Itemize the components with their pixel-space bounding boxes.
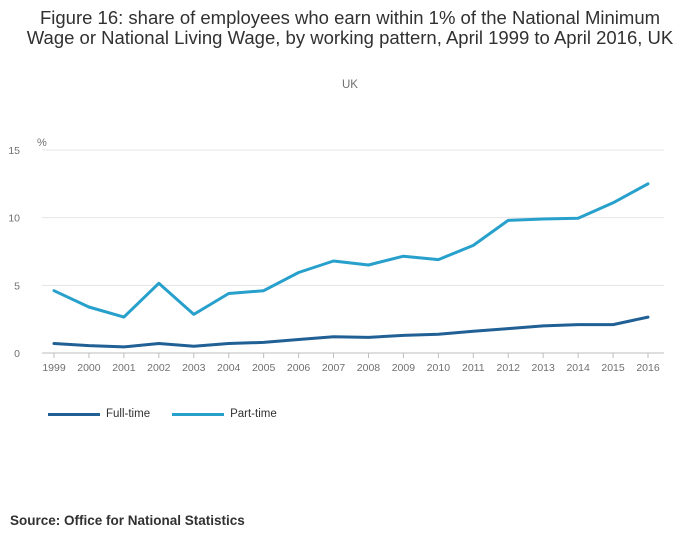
x-tick-label: 2016 [636, 362, 660, 374]
x-tick-label: 2011 [462, 362, 485, 374]
source-note: Source: Office for National Statistics [10, 513, 245, 528]
x-tick-label: 2004 [217, 362, 241, 374]
x-tick-label: 2013 [531, 362, 555, 374]
series-lines [52, 182, 650, 349]
x-tick-label: 2009 [392, 362, 416, 374]
legend-swatch-full-time [48, 412, 100, 416]
x-tick-label: 1999 [42, 362, 66, 374]
legend-label-part-time: Part-time [230, 408, 277, 420]
x-tick-label: 2010 [427, 362, 451, 374]
chart-title: Figure 16: share of employees who earn w… [26, 7, 674, 48]
y-tick-label: 5 [14, 280, 20, 292]
x-tick-label: 2012 [497, 362, 521, 374]
x-tick-label: 2014 [566, 362, 590, 374]
legend: Full-time Part-time [48, 408, 299, 420]
legend-item-part-time[interactable]: Part-time [172, 408, 277, 420]
x-tick-label: 2003 [182, 362, 206, 374]
gridlines [42, 149, 664, 354]
x-tick-label: 2015 [601, 362, 625, 374]
y-axis-label: % [37, 137, 47, 149]
legend-item-full-time[interactable]: Full-time [48, 408, 150, 420]
line-chart: 0 5 10 15 1999 2000 2001 2002 2003 2004 2005 2006 2… [8, 137, 664, 374]
x-tick-label: 2005 [252, 362, 276, 374]
y-tick-labels: 0 5 10 15 [8, 145, 20, 360]
y-tick-label: 10 [8, 213, 20, 225]
legend-swatch-part-time [172, 412, 225, 416]
chart-subtitle: UK [342, 79, 358, 91]
x-tick-label: 2001 [112, 362, 136, 374]
x-tick-label: 2006 [287, 362, 311, 374]
x-tick-label: 2008 [357, 362, 381, 374]
x-tick-label: 2000 [77, 362, 101, 374]
x-tick-label: 2002 [147, 362, 171, 374]
legend-label-full-time: Full-time [106, 408, 151, 420]
x-tick-labels: 1999 2000 2001 2002 2003 2004 2005 2006 2007 2008… [42, 353, 660, 374]
series-line-part-time[interactable] [52, 182, 650, 319]
x-tick-label: 2007 [322, 362, 346, 374]
y-tick-label: 0 [14, 348, 20, 360]
series-line-full-time[interactable] [52, 315, 650, 349]
y-tick-label: 15 [8, 145, 20, 157]
